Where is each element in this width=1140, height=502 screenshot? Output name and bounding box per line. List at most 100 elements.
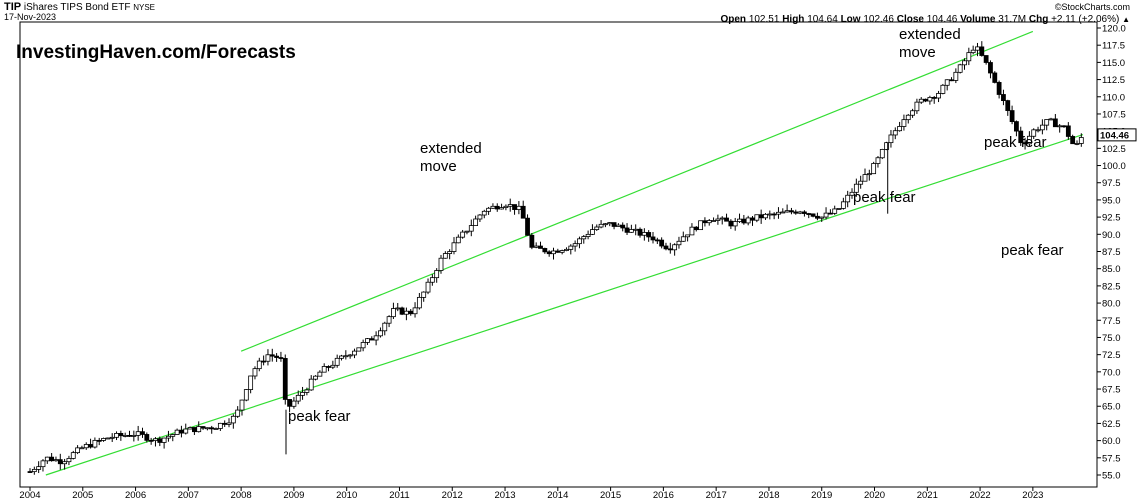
candle-body [373,335,379,341]
candle-body [248,375,254,390]
candle-body [222,422,228,425]
y-tick-label: 92.5 [1102,213,1121,224]
candle-body [914,101,920,112]
candle-body [672,244,678,251]
y-tick-label: 107.5 [1102,109,1126,120]
candle-body [1065,125,1071,137]
candlesticks [27,41,1084,475]
candle-body [1009,110,1015,122]
high-label: High [782,14,805,25]
candle-body [494,205,500,210]
candle-body [412,307,418,315]
candle-body [641,232,647,236]
candle-body [403,310,409,315]
candle-body [192,427,197,433]
candle-body [213,428,219,430]
candle-body [1061,125,1067,128]
candle-body [646,232,652,238]
candle-body [217,422,223,429]
last-value-label: 104.46 [1097,128,1137,142]
candle-body [789,210,794,213]
candle-body [118,433,124,437]
candle-body [135,431,141,436]
candle-body [884,142,890,150]
candle-body [503,205,509,208]
high-value: 104.64 [807,14,838,25]
x-tick-label: 2017 [706,490,727,501]
candle-body [745,217,751,224]
y-tick-label: 102.5 [1102,144,1126,155]
candle-body [161,437,167,443]
candle-body [360,342,366,349]
candle-body [512,204,517,210]
candle-body [131,434,137,437]
y-tick-label: 57.5 [1102,453,1121,464]
candle-body [533,245,539,248]
candle-body [499,207,504,210]
candle-body [689,226,695,236]
candle-body [79,447,85,450]
candle-body [693,226,699,231]
candle-body [196,426,202,433]
x-tick-label: 2014 [547,490,568,501]
y-tick-label: 70.0 [1102,367,1121,378]
candle-body [845,194,851,203]
annotation-extended-move-2012: extended move [420,140,482,176]
candle-body [979,46,985,56]
candle-body [1039,124,1045,131]
up-arrow-icon: ▲ [1122,15,1130,24]
candle-body [287,399,292,407]
candle-body [910,110,915,116]
candle-body [624,227,630,233]
candle-body [442,253,448,259]
y-tick-label: 87.5 [1102,247,1121,258]
candle-body [763,213,768,219]
candle-body [944,79,950,86]
channel-upper-line [240,30,1034,352]
candle-body [633,228,639,231]
candle-body [304,389,310,393]
y-tick-label: 77.5 [1102,316,1121,327]
low-value: 102.46 [863,14,894,25]
y-tick-label: 97.5 [1102,178,1121,189]
candle-body [806,213,812,215]
candle-body [174,429,180,435]
candle-body [750,217,755,221]
candle-body [40,460,46,468]
candle-body [853,183,859,193]
candle-body [529,234,535,248]
x-tick-label: 2022 [970,490,991,501]
candle-body [905,114,911,121]
candle-body [317,371,323,377]
candle-body [585,233,591,237]
candle-body [239,399,245,411]
candle-body [754,214,760,221]
candle-body [784,210,790,213]
candle-body [840,201,846,209]
candle-body [408,310,414,315]
y-tick-label: 117.5 [1102,41,1125,52]
candle-body [438,257,444,271]
candle-body [1035,129,1041,132]
plot-frame [19,21,1098,488]
annotation-extended-move-2021: extended move [899,26,961,62]
candle-body [650,236,656,241]
candle-body [455,236,461,244]
candle-body [892,130,898,136]
close-label: Close [896,14,924,25]
candle-body [827,212,833,215]
candle-body [66,458,72,463]
candle-body [542,248,548,253]
candle-body [953,71,959,81]
candle-body [611,222,617,227]
candle-body [49,456,55,462]
candle-body [698,220,703,231]
candle-body [53,459,59,462]
candle-body [127,434,132,437]
candle-body [875,157,881,164]
quote-line: Open 102.51 High 104.64 Low 102.46 Close… [720,14,1130,25]
candle-body [702,220,708,224]
candle-body [1026,135,1032,145]
candle-body [295,394,301,402]
